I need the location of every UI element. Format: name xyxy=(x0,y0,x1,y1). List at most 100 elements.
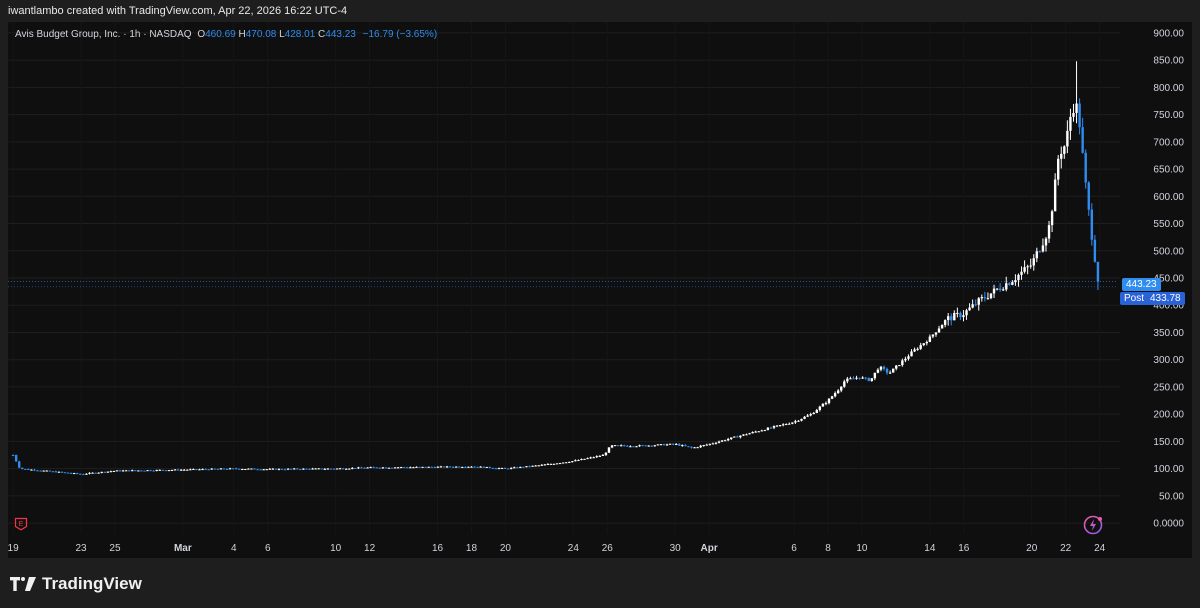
candle xyxy=(222,468,226,470)
candle-body xyxy=(809,414,812,416)
candle-body xyxy=(274,468,278,470)
candle-body xyxy=(650,445,653,447)
candle xyxy=(317,468,320,470)
x-tick-label: 6 xyxy=(265,543,271,554)
candle-body xyxy=(403,467,406,469)
candle xyxy=(497,467,501,470)
candle-body xyxy=(283,469,287,471)
symbol-name[interactable]: Avis Budget Group, Inc. · 1h · NASDAQ xyxy=(15,29,192,40)
candle xyxy=(858,377,861,380)
candle xyxy=(1035,247,1039,263)
candle-body xyxy=(931,334,935,337)
candle xyxy=(271,468,275,470)
candle-body xyxy=(476,466,479,468)
candle-body xyxy=(797,420,800,422)
candle-body xyxy=(241,469,244,471)
candle-body xyxy=(873,372,877,379)
y-tick-label: 100.00 xyxy=(1153,464,1184,475)
candle xyxy=(818,405,822,412)
candle xyxy=(882,365,886,371)
candle xyxy=(63,472,67,474)
candle-body xyxy=(1050,211,1054,226)
candle-body xyxy=(785,424,788,426)
candle-body xyxy=(378,467,381,469)
candle-body xyxy=(577,460,580,462)
candle xyxy=(372,466,375,469)
candle xyxy=(904,356,907,363)
candle xyxy=(876,368,880,374)
symbol-legend[interactable]: Avis Budget Group, Inc. · 1h · NASDAQ O4… xyxy=(15,29,437,40)
candle-body xyxy=(88,472,91,474)
candle xyxy=(427,466,430,468)
candle xyxy=(641,444,644,447)
candle xyxy=(54,470,58,473)
candle xyxy=(693,446,696,449)
candle-body xyxy=(412,467,415,469)
candle-body xyxy=(173,469,177,471)
candle-body xyxy=(244,468,247,470)
high-value: 470.08 xyxy=(245,29,277,40)
candle-body xyxy=(983,297,987,299)
candle xyxy=(1075,61,1078,124)
candle-body xyxy=(1047,225,1051,239)
candle-body xyxy=(118,470,122,472)
candle xyxy=(763,429,767,432)
candle-body xyxy=(736,436,739,438)
candle-body xyxy=(690,446,693,448)
candle xyxy=(192,468,195,471)
candle-body xyxy=(629,446,632,448)
candle-body xyxy=(962,315,965,318)
candle-body xyxy=(552,463,556,465)
candle xyxy=(18,460,21,469)
candle xyxy=(354,467,357,470)
candle-body xyxy=(128,470,131,472)
chart-panel[interactable]: 0.0000 50.00 100.00 150.00 200.00 250.00 300.0… xyxy=(8,22,1192,558)
candle-body xyxy=(305,468,308,470)
candles xyxy=(11,61,1100,476)
candle-body xyxy=(534,465,537,467)
candle xyxy=(717,440,721,444)
candle-body xyxy=(363,467,366,469)
candle xyxy=(867,377,870,382)
replay-icon[interactable] xyxy=(1081,513,1105,537)
candle-body xyxy=(1017,274,1020,281)
candle-body xyxy=(558,463,562,465)
candle xyxy=(265,468,268,471)
candle xyxy=(106,471,110,473)
y-tick-label: 200.00 xyxy=(1153,410,1184,421)
candle-body xyxy=(464,467,467,469)
candle-body xyxy=(1041,245,1045,252)
candle xyxy=(454,466,458,468)
candle-body xyxy=(763,430,767,432)
chart-canvas[interactable]: 0.0000 50.00 100.00 150.00 200.00 250.00 300.0… xyxy=(8,22,1192,558)
candle-body xyxy=(293,468,296,470)
candle-body xyxy=(943,320,947,325)
y-tick-label: 800.00 xyxy=(1153,83,1184,94)
candle xyxy=(415,466,418,468)
candle xyxy=(678,443,681,446)
candle xyxy=(983,291,987,302)
y-tick-label: 900.00 xyxy=(1153,28,1184,39)
candle-body xyxy=(1053,179,1057,212)
candle xyxy=(809,412,812,417)
tradingview-brand[interactable]: TradingView xyxy=(10,574,142,594)
candle xyxy=(82,473,85,476)
candle xyxy=(962,310,965,322)
candle-body xyxy=(461,467,464,469)
candle-body xyxy=(234,468,238,470)
candle-body xyxy=(280,468,284,470)
candle xyxy=(140,470,143,472)
earnings-icon[interactable]: E xyxy=(14,517,28,531)
candle xyxy=(980,294,984,302)
candle xyxy=(436,466,440,468)
candle xyxy=(561,462,565,464)
candle xyxy=(461,466,464,469)
candle-body xyxy=(176,469,180,471)
candle-body xyxy=(100,471,103,473)
candle xyxy=(479,466,482,468)
candle xyxy=(500,467,504,469)
candle-body xyxy=(1081,127,1084,153)
candle xyxy=(118,469,122,472)
candle-body xyxy=(574,460,577,462)
candle xyxy=(131,469,134,472)
